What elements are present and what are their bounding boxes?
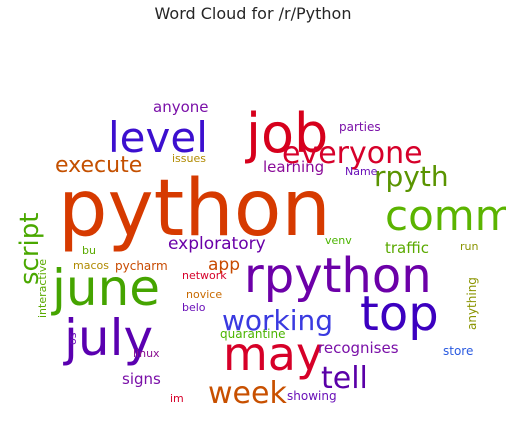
- cloud-word-run: run: [460, 240, 478, 253]
- cloud-word-top: top: [360, 286, 439, 342]
- cloud-word-im: im: [170, 392, 184, 405]
- cloud-word-everyone: everyone: [282, 136, 423, 171]
- cloud-word-july: july: [63, 309, 153, 367]
- cloud-word-parties: parties: [339, 120, 381, 134]
- cloud-word-os: os: [66, 332, 79, 345]
- cloud-word-rpyth: rpyth: [374, 160, 449, 193]
- cloud-word-week: week: [208, 376, 287, 411]
- cloud-word-learning: learning: [263, 158, 324, 176]
- cloud-word-signs: signs: [122, 370, 161, 388]
- cloud-word-script: script: [15, 213, 45, 285]
- cloud-word-belo: belo: [182, 301, 206, 314]
- cloud-word-level: level: [108, 113, 208, 162]
- cloud-word-name: Name: [345, 165, 378, 178]
- cloud-word-rpython: rpython: [244, 248, 432, 304]
- cloud-word-interactive: interactive: [36, 259, 49, 318]
- cloud-word-macos: macos: [73, 259, 109, 272]
- cloud-word-python: python: [58, 164, 331, 254]
- cloud-word-linux: linux: [133, 347, 160, 360]
- cloud-word-venv: venv: [325, 234, 352, 247]
- cloud-word-may: may: [223, 327, 323, 381]
- cloud-word-job: job: [245, 102, 328, 165]
- cloud-word-store: store: [443, 344, 473, 358]
- cloud-word-network: network: [182, 269, 227, 282]
- cloud-word-tell: tell: [321, 361, 368, 396]
- cloud-word-novice: novice: [186, 288, 222, 301]
- cloud-word-traffic: traffic: [385, 239, 429, 257]
- cloud-word-anything: anything: [465, 277, 479, 330]
- cloud-word-recognises: recognises: [318, 339, 399, 357]
- cloud-word-comm: comm: [385, 191, 506, 240]
- cloud-word-june: june: [51, 259, 160, 317]
- cloud-word-bu: bu: [82, 244, 96, 257]
- cloud-word-anyone: anyone: [153, 98, 209, 116]
- cloud-word-app: app: [208, 255, 240, 275]
- cloud-word-execute: execute: [55, 153, 142, 178]
- cloud-word-pycharm: pycharm: [115, 259, 168, 273]
- cloud-word-issues: issues: [172, 152, 206, 165]
- cloud-word-showing: showing: [287, 389, 337, 403]
- cloud-word-working: working: [222, 304, 333, 337]
- cloud-word-quarantine: quarantine: [220, 327, 286, 341]
- cloud-word-exploratory: exploratory: [168, 234, 266, 254]
- chart-title: Word Cloud for /r/Python: [154, 4, 352, 23]
